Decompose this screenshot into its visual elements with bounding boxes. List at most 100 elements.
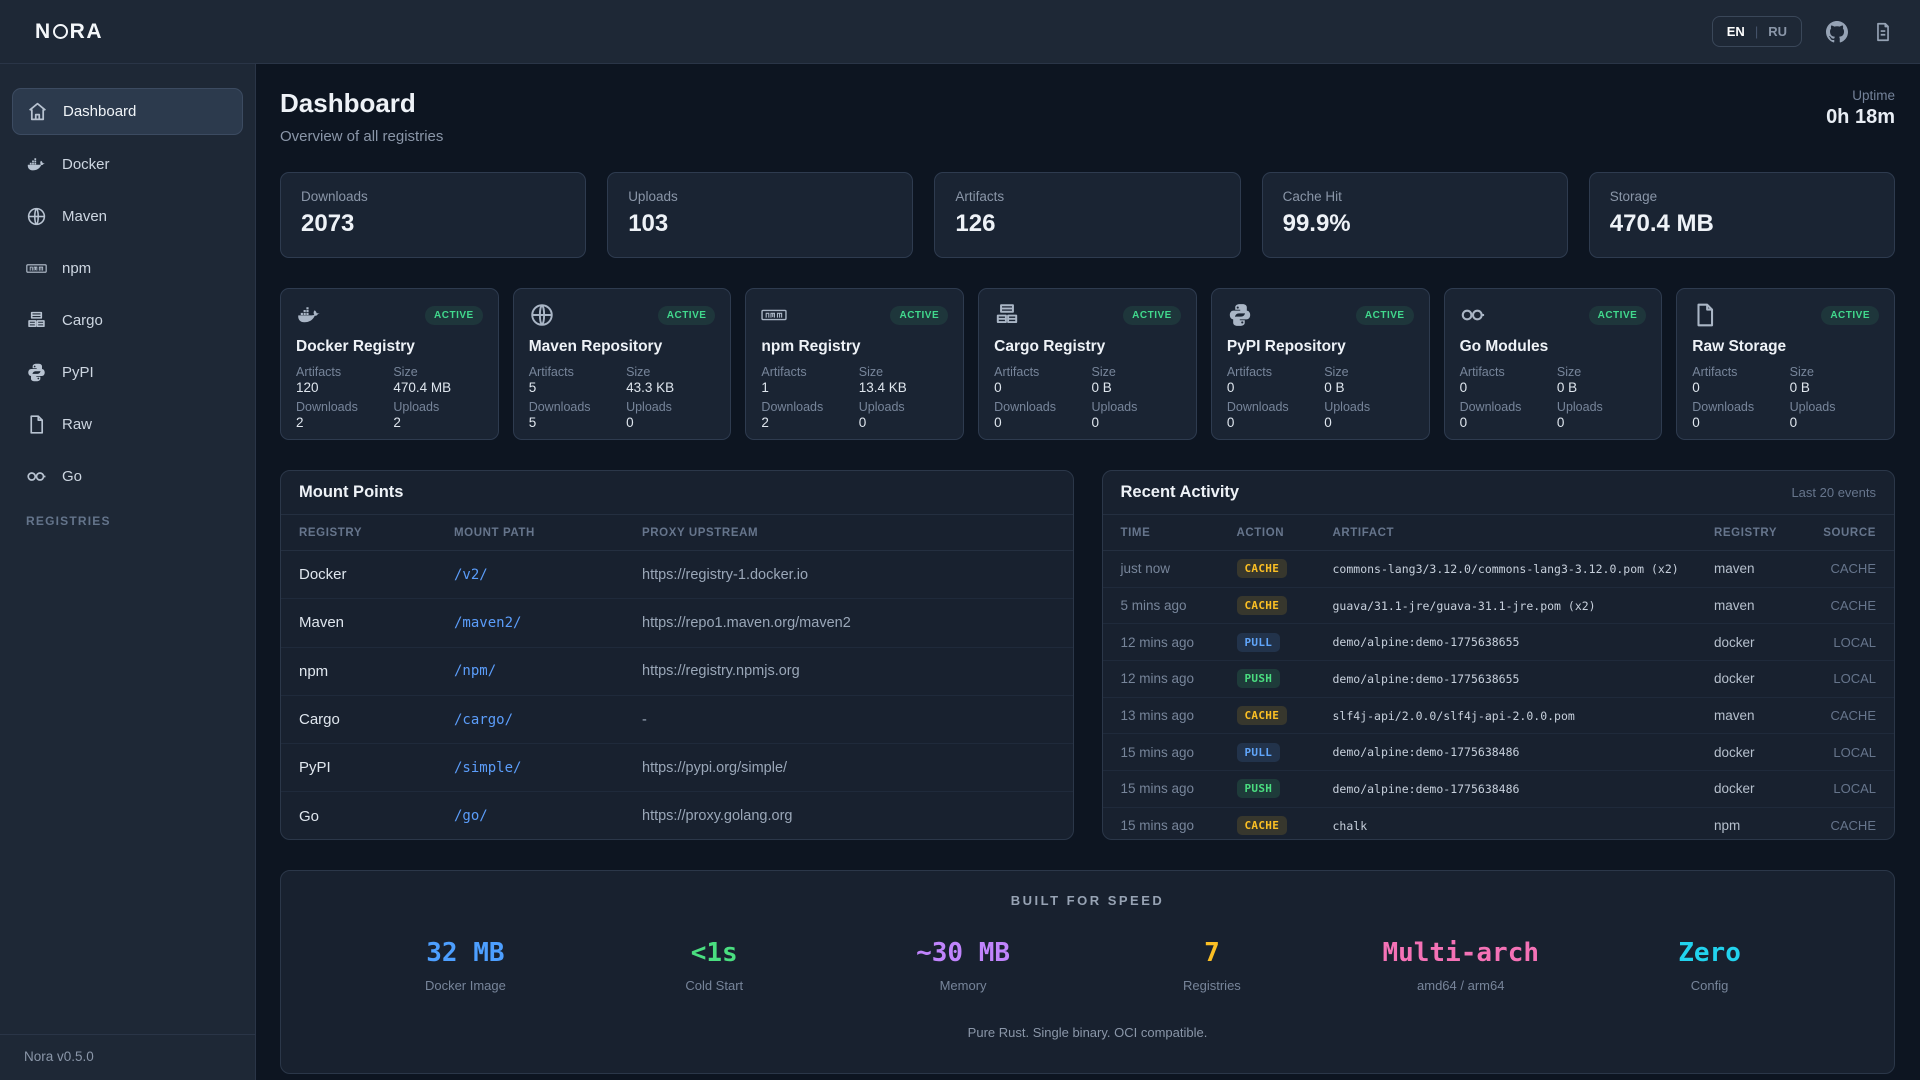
mount-upstream: https://repo1.maven.org/maven2 — [642, 615, 1055, 631]
registry-stat-label: Downloads — [1460, 400, 1549, 414]
mount-points-panel: Mount Points REGISTRYMOUNT PATHPROXY UPS… — [280, 470, 1074, 840]
registry-stat-size: Size0 B — [1557, 365, 1646, 395]
logo-text-n: N — [35, 20, 52, 44]
registry-stat-artifacts: Artifacts5 — [529, 365, 618, 395]
activity-registry: maven — [1714, 708, 1806, 723]
speed-stat-label: Docker Image — [341, 978, 590, 993]
uptime-label: Uptime — [1826, 88, 1895, 103]
lang-ru[interactable]: RU — [1768, 24, 1787, 39]
github-icon[interactable] — [1826, 21, 1848, 43]
lang-en[interactable]: EN — [1727, 24, 1745, 39]
table-row: 12 mins agoPUSHdemo/alpine:demo-17756386… — [1103, 661, 1895, 698]
mount-path-link[interactable]: /go/ — [454, 808, 642, 824]
activity-time: 15 mins ago — [1121, 745, 1237, 760]
registry-stat-label: Artifacts — [761, 365, 850, 379]
activity-registry: maven — [1714, 561, 1806, 576]
table-row: just nowCACHEcommons-lang3/3.12.0/common… — [1103, 551, 1895, 588]
registry-card-raw-storage[interactable]: ACTIVERaw StorageArtifacts0Size0 BDownlo… — [1676, 288, 1895, 440]
registry-stat-value: 0 — [1460, 415, 1549, 430]
column-header: ARTIFACT — [1333, 527, 1715, 539]
mount-path-link[interactable]: /npm/ — [454, 663, 642, 679]
activity-registry: docker — [1714, 671, 1806, 686]
registry-stat-value: 2 — [296, 415, 385, 430]
language-switcher[interactable]: EN | RU — [1712, 16, 1802, 47]
mount-registry: npm — [299, 663, 454, 680]
stat-value: 126 — [955, 210, 1219, 238]
status-badge: ACTIVE — [1123, 306, 1181, 325]
registry-card-cargo-registry[interactable]: ACTIVECargo RegistryArtifacts0Size0 BDow… — [978, 288, 1197, 440]
registry-stat-label: Artifacts — [1460, 365, 1549, 379]
registry-stat-size: Size0 B — [1324, 365, 1413, 395]
registry-stat-label: Uploads — [1324, 400, 1413, 414]
recent-activity-title: Recent Activity — [1121, 483, 1240, 502]
registry-card-maven-repository[interactable]: ACTIVEMaven RepositoryArtifacts5Size43.3… — [513, 288, 732, 440]
registry-stat-label: Size — [1557, 365, 1646, 379]
registry-card-head: ACTIVE — [1460, 302, 1647, 328]
registry-card-title: Go Modules — [1460, 338, 1647, 356]
docker-icon — [26, 154, 47, 175]
sidebar-item-go[interactable]: Go — [12, 454, 243, 499]
table-row: 12 mins agoPULLdemo/alpine:demo-17756386… — [1103, 624, 1895, 661]
registry-stat-size: Size0 B — [1790, 365, 1879, 395]
registry-card-npm-registry[interactable]: ACTIVEnpm RegistryArtifacts1Size13.4 KBD… — [745, 288, 964, 440]
uptime: Uptime 0h 18m — [1826, 88, 1895, 129]
mount-path-link[interactable]: /maven2/ — [454, 615, 642, 631]
registry-stat-value: 0 — [994, 380, 1083, 395]
mount-points-header: REGISTRYMOUNT PATHPROXY UPSTREAM — [281, 515, 1073, 551]
activity-time: 12 mins ago — [1121, 671, 1237, 686]
stat-label: Cache Hit — [1283, 189, 1547, 204]
sidebar-item-dashboard[interactable]: Dashboard — [12, 88, 243, 135]
registry-stat-value: 1 — [761, 380, 850, 395]
activity-registry: docker — [1714, 635, 1806, 650]
registry-stat-size: Size470.4 MB — [393, 365, 482, 395]
activity-source: CACHE — [1806, 561, 1876, 576]
sidebar-item-maven[interactable]: Maven — [12, 194, 243, 239]
column-header: SOURCE — [1806, 527, 1876, 539]
activity-action-cell: CACHE — [1237, 816, 1333, 835]
activity-source: CACHE — [1806, 708, 1876, 723]
registry-card-go-modules[interactable]: ACTIVE Go Modules Artifacts 0 Size0 B Downloa… — [1444, 288, 1663, 440]
stat-value: 2073 — [301, 210, 565, 238]
action-badge-push: PUSH — [1237, 669, 1281, 688]
stat-card-storage: Storage470.4 MB — [1589, 172, 1895, 258]
sidebar-item-pypi[interactable]: PyPI — [12, 350, 243, 395]
app-logo: N RA — [35, 20, 103, 44]
mount-path-link[interactable]: /cargo/ — [454, 712, 642, 728]
cargo-icon — [994, 302, 1020, 328]
stat-label: Downloads — [301, 189, 565, 204]
activity-action-cell: PUSH — [1237, 669, 1333, 688]
sidebar-item-label: npm — [62, 260, 91, 277]
registry-stat-label: Size — [1091, 365, 1180, 379]
registry-card-title: npm Registry — [761, 338, 948, 356]
sidebar-item-cargo[interactable]: Cargo — [12, 298, 243, 343]
recent-activity-header: TIMEACTIONARTIFACTREGISTRYSOURCE — [1103, 515, 1895, 551]
logo-text-ra: RA — [70, 20, 103, 44]
activity-artifact: guava/31.1-jre/guava-31.1-jre.pom (x2) — [1333, 599, 1715, 613]
speed-stat-label: Config — [1585, 978, 1834, 993]
globe-icon — [26, 206, 47, 227]
registry-card-head: ACTIVE — [529, 302, 716, 328]
registry-card-pypi-repository[interactable]: ACTIVEPyPI RepositoryArtifacts0Size0 BDo… — [1211, 288, 1430, 440]
registry-card-head: ACTIVE — [296, 302, 483, 328]
registry-stat-downloads: Downloads0 — [1692, 400, 1781, 430]
mount-path-link[interactable]: /simple/ — [454, 760, 642, 776]
mount-path-link[interactable]: /v2/ — [454, 567, 642, 583]
mount-points-title: Mount Points — [299, 483, 403, 502]
sidebar-item-npm[interactable]: npm — [12, 246, 243, 291]
docs-icon[interactable] — [1872, 21, 1894, 43]
sidebar-item-label: PyPI — [62, 364, 94, 381]
registry-card-docker-registry[interactable]: ACTIVEDocker RegistryArtifacts120Size470… — [280, 288, 499, 440]
mount-upstream: https://registry-1.docker.io — [642, 567, 1055, 583]
stat-label: Artifacts — [955, 189, 1219, 204]
sidebar-item-docker[interactable]: Docker — [12, 142, 243, 187]
activity-artifact: chalk — [1333, 819, 1715, 833]
globe-icon — [529, 302, 555, 328]
table-row: Cargo/cargo/- — [281, 696, 1073, 744]
stat-card-downloads: Downloads 2073 — [280, 172, 586, 258]
registry-stat-size: Size0 B — [1091, 365, 1180, 395]
activity-artifact: demo/alpine:demo-1775638655 — [1333, 635, 1715, 649]
sidebar-item-raw[interactable]: Raw — [12, 402, 243, 447]
recent-activity-note: Last 20 events — [1791, 485, 1876, 500]
registry-card-title: Maven Repository — [529, 338, 716, 356]
registry-stat-uploads: Uploads0 — [1557, 400, 1646, 430]
